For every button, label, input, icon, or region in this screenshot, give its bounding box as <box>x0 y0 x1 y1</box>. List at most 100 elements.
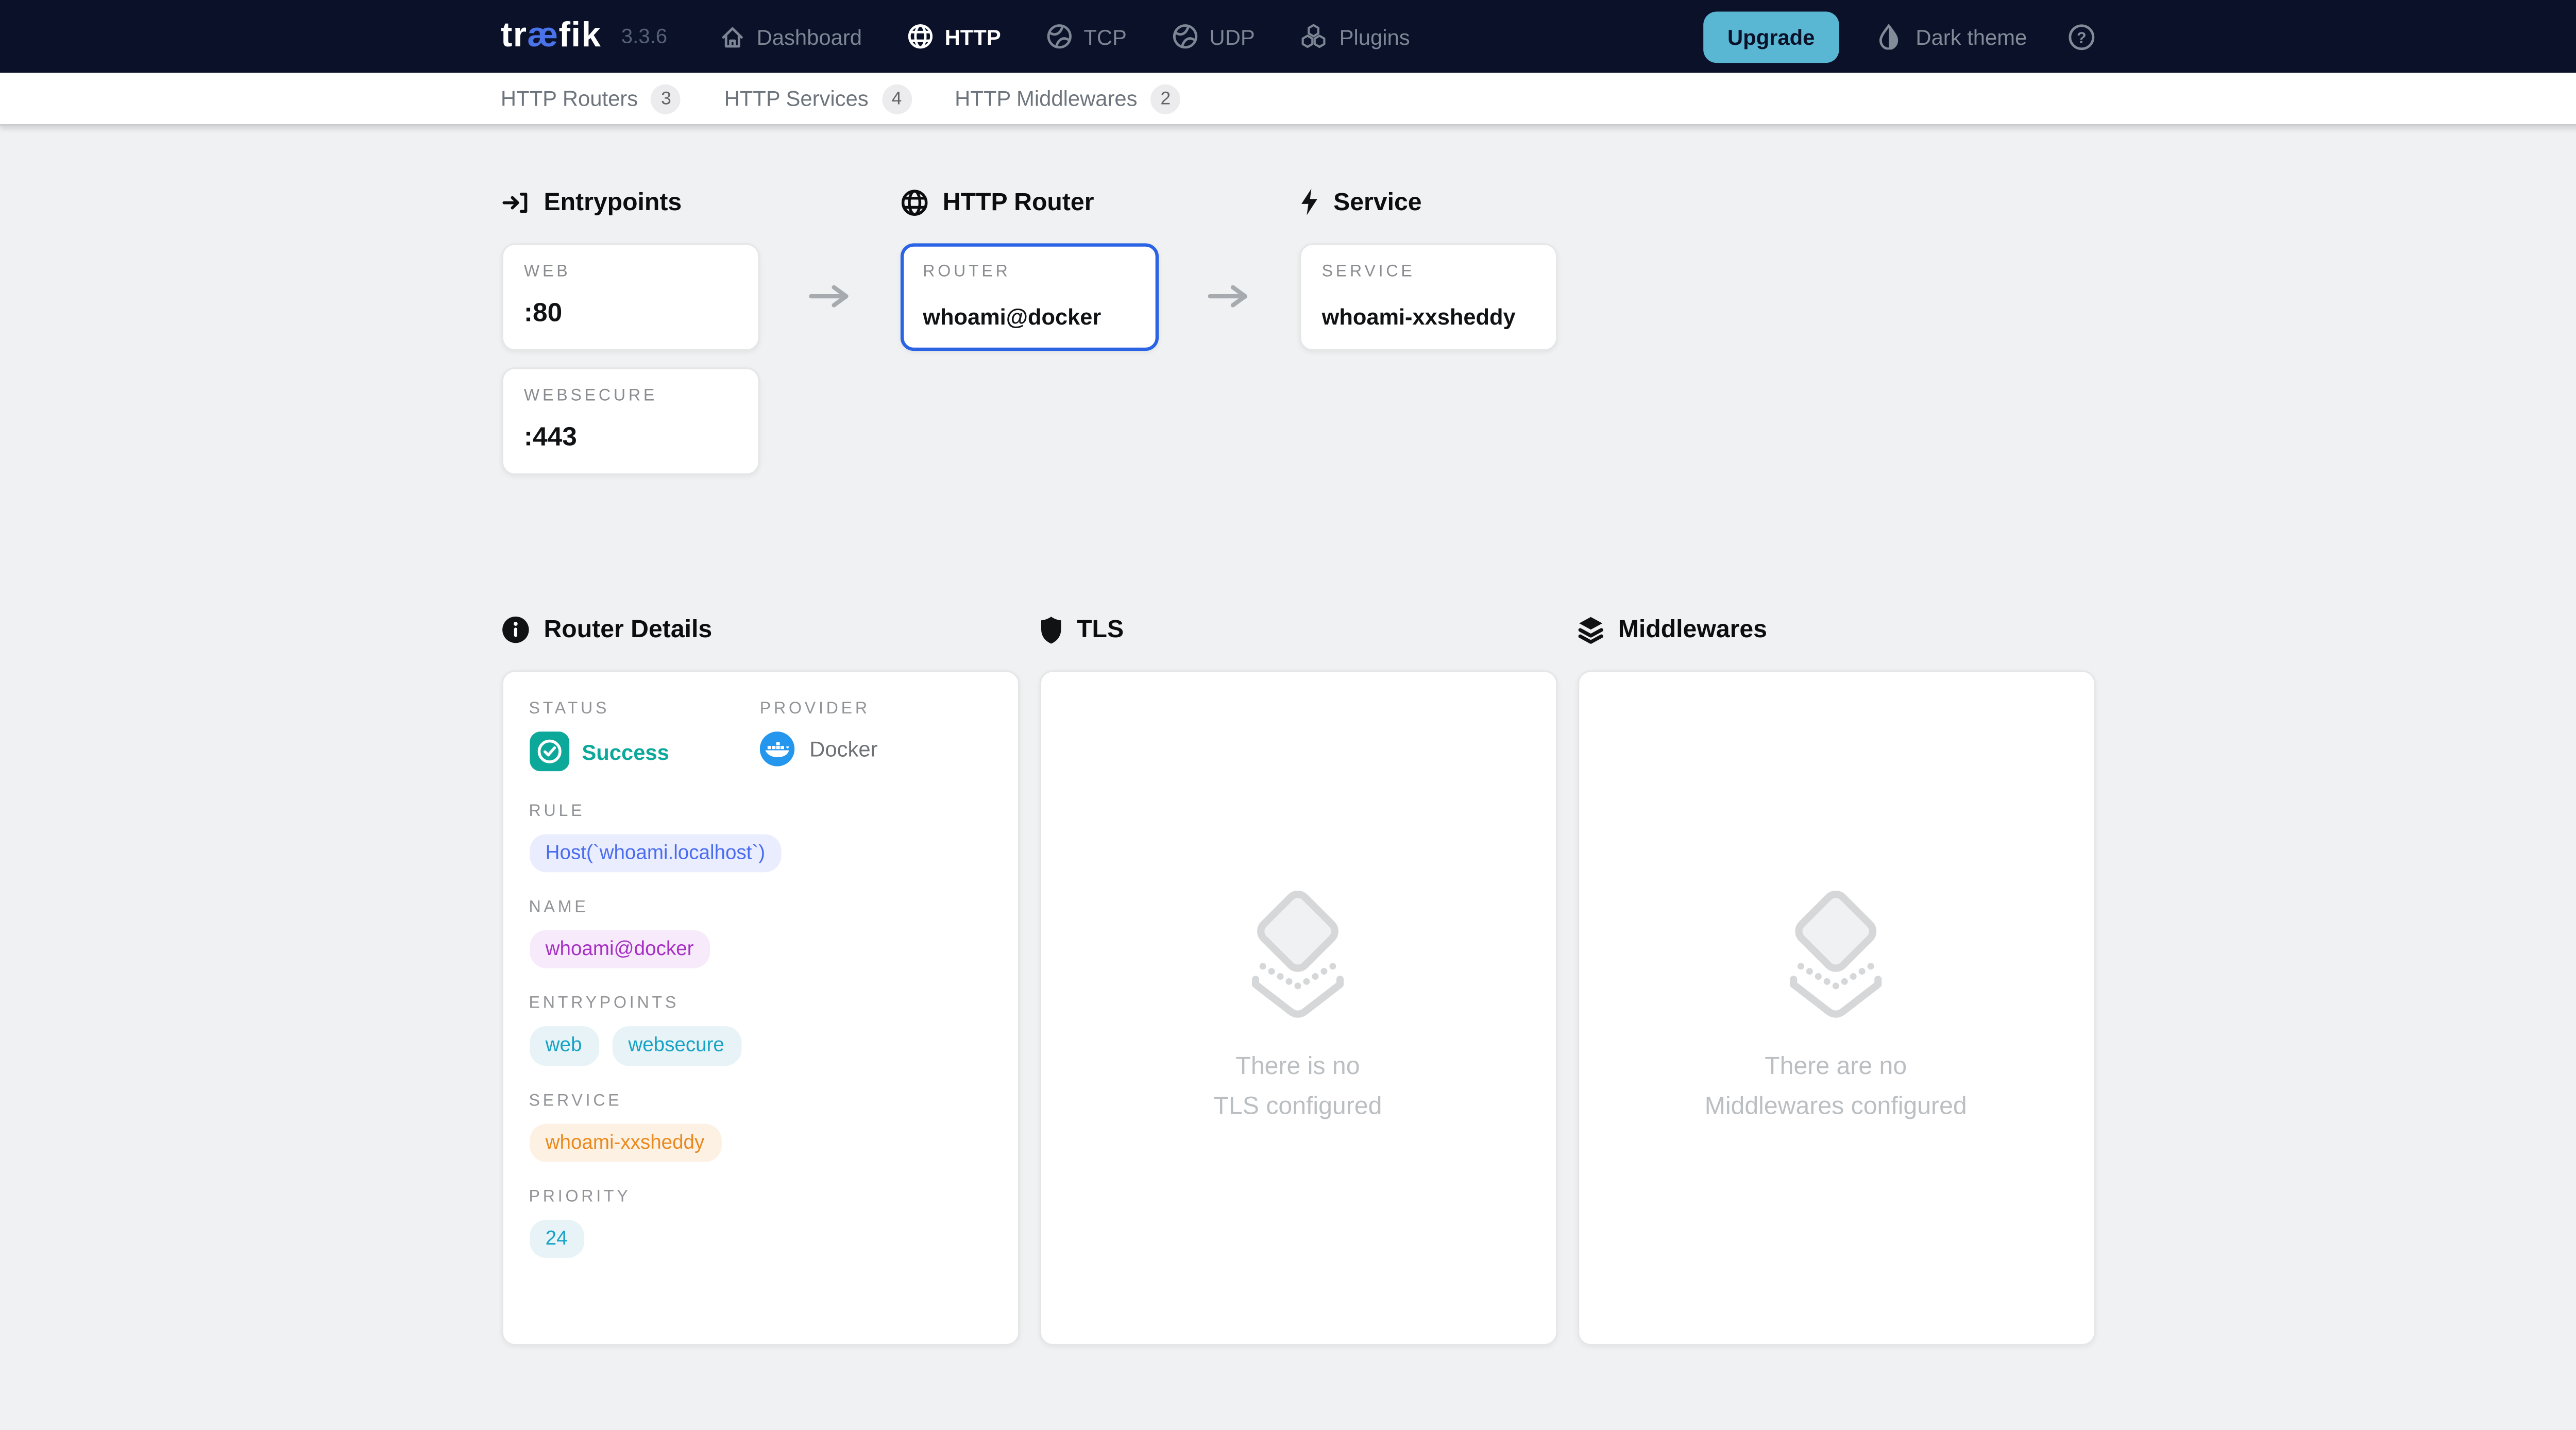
entrypoint-badge: web <box>529 1027 599 1065</box>
entrypoint-badge: websecure <box>612 1027 741 1065</box>
count-badge: 3 <box>651 83 682 114</box>
rule-badge: Host(`whoami.localhost`) <box>529 834 782 873</box>
entrypoints-section: Entrypoints WEB :80 WEBSECURE :443 <box>500 187 759 475</box>
arrow-right-icon <box>808 283 851 309</box>
logo-ae: æ <box>527 16 559 55</box>
detail-grid: Router Details STATUS <box>500 614 2095 1346</box>
docker-whale-icon <box>759 731 795 767</box>
tab-label: HTTP Services <box>724 86 869 111</box>
entrypoint-card-websecure: WEBSECURE :443 <box>500 367 759 475</box>
login-arrow-icon <box>501 190 529 214</box>
logo-post: fik <box>558 16 602 55</box>
status-label: STATUS <box>529 700 610 719</box>
empty-message: There are no Middlewares configured <box>1705 1048 1967 1125</box>
service-badge: whoami-xxsheddy <box>529 1123 721 1162</box>
info-icon <box>501 615 529 643</box>
name-badge: whoami@docker <box>529 930 710 969</box>
sphere-icon <box>1045 23 1072 49</box>
provider-label: PROVIDER <box>759 700 870 719</box>
count-badge: 2 <box>1150 83 1181 114</box>
tls-card: There is no TLS configured <box>1039 670 1557 1346</box>
service-label: SERVICE <box>529 1092 622 1110</box>
entrypoints-group: ENTRYPOINTS web websecure <box>529 995 991 1065</box>
tls-section: TLS <box>1039 614 1557 1346</box>
svg-text:?: ? <box>2076 28 2086 46</box>
empty-line-1: There are no <box>1765 1053 1907 1081</box>
help-button[interactable]: ? <box>2066 22 2095 50</box>
tab-http-routers[interactable]: HTTP Routers 3 <box>500 83 682 114</box>
theme-toggle[interactable]: Dark theme <box>1876 23 2027 50</box>
count-badge: 4 <box>882 83 912 114</box>
section-title: Router Details <box>544 615 713 643</box>
http-router-section: HTTP Router ROUTER whoami@docker <box>900 187 1158 351</box>
top-bar: træfik 3.3.6 Dashboard <box>0 0 2576 73</box>
nav-item-dashboard[interactable]: Dashboard <box>720 24 862 49</box>
card-label: WEB <box>523 263 571 282</box>
flow-arrow <box>1158 187 1299 310</box>
rule-label: RULE <box>529 803 585 821</box>
sub-nav: HTTP Routers 3 HTTP Services 4 HTTP Midd… <box>0 73 2576 126</box>
priority-label: PRIORITY <box>529 1188 631 1206</box>
router-details-card: STATUS Success <box>500 670 1019 1346</box>
main-content: Entrypoints WEB :80 WEBSECURE :443 <box>500 126 2095 1346</box>
nav-label: TCP <box>1083 24 1127 49</box>
nav-item-tcp[interactable]: TCP <box>1045 23 1127 49</box>
nav-item-http[interactable]: HTTP <box>907 23 1001 49</box>
priority-group: PRIORITY 24 <box>529 1188 991 1258</box>
service-card: SERVICE whoami-xxsheddy <box>1298 243 1557 351</box>
arrow-right-icon <box>1207 283 1250 309</box>
cubes-icon <box>1300 23 1328 49</box>
tab-http-middlewares[interactable]: HTTP Middlewares 2 <box>955 83 1181 114</box>
section-title: Entrypoints <box>544 188 682 216</box>
rule-group: RULE Host(`whoami.localhost`) <box>529 803 991 873</box>
tab-label: HTTP Middlewares <box>955 86 1138 111</box>
nav-item-udp[interactable]: UDP <box>1172 23 1255 49</box>
status-value: Success <box>582 739 669 764</box>
theme-toggle-label: Dark theme <box>1916 24 2027 49</box>
card-value: whoami@docker <box>923 304 1101 330</box>
layers-icon <box>1577 615 1603 643</box>
nav-label: Dashboard <box>756 24 862 49</box>
version-label: 3.3.6 <box>621 25 668 48</box>
empty-line-2: TLS configured <box>1213 1091 1382 1120</box>
bolt-icon <box>1299 189 1319 215</box>
flow-arrow <box>759 187 900 310</box>
card-value: :80 <box>523 299 563 328</box>
upgrade-button[interactable]: Upgrade <box>1702 10 1840 62</box>
nav-item-plugins[interactable]: Plugins <box>1300 23 1410 49</box>
check-badge-icon <box>529 731 569 772</box>
tab-label: HTTP Routers <box>500 86 638 111</box>
card-label: ROUTER <box>923 263 1011 282</box>
name-label: NAME <box>529 899 589 917</box>
tab-http-services[interactable]: HTTP Services 4 <box>724 83 912 114</box>
globe-icon <box>907 23 933 49</box>
empty-line-2: Middlewares configured <box>1704 1091 1967 1120</box>
router-details-section: Router Details STATUS <box>500 614 1019 1346</box>
help-icon: ? <box>2066 22 2095 50</box>
stacked-layers-icon <box>1225 891 1371 1025</box>
nav-label: UDP <box>1209 24 1255 49</box>
name-group: NAME whoami@docker <box>529 899 991 969</box>
card-label: SERVICE <box>1321 263 1415 282</box>
card-value: :443 <box>523 423 577 452</box>
entrypoint-card-web: WEB :80 <box>500 243 759 351</box>
card-value: whoami-xxsheddy <box>1321 304 1516 330</box>
section-title: HTTP Router <box>942 188 1094 216</box>
nav-label: Plugins <box>1339 24 1410 49</box>
middlewares-card: There are no Middlewares configured <box>1577 670 2095 1346</box>
main-nav: Dashboard HTTP <box>720 23 1410 49</box>
section-title: Service <box>1333 188 1422 216</box>
logo-pre: tr <box>500 16 528 55</box>
provider-group: PROVIDER <box>759 700 991 771</box>
service-section: Service SERVICE whoami-xxsheddy <box>1298 187 1557 351</box>
droplet-icon <box>1876 23 1902 50</box>
sphere-icon <box>1172 23 1198 49</box>
service-group: SERVICE whoami-xxsheddy <box>529 1092 991 1162</box>
traefik-logo[interactable]: træfik <box>501 16 601 56</box>
card-label: WEBSECURE <box>523 387 658 406</box>
router-card: ROUTER whoami@docker <box>900 243 1158 351</box>
section-title: Middlewares <box>1618 615 1767 643</box>
status-group: STATUS Success <box>529 700 760 772</box>
home-icon <box>720 24 745 49</box>
